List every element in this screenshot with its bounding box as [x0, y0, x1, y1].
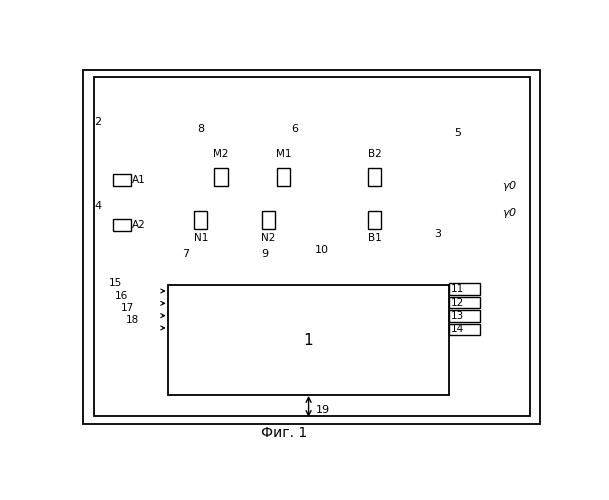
- Text: B2: B2: [368, 150, 381, 160]
- Text: 11: 11: [451, 284, 463, 294]
- Text: 9: 9: [261, 250, 269, 260]
- Bar: [368, 168, 381, 186]
- Text: A1: A1: [132, 174, 146, 184]
- Text: Фиг. 1: Фиг. 1: [261, 426, 307, 440]
- Text: 16: 16: [114, 290, 128, 300]
- Bar: [94, 78, 530, 416]
- Text: 6: 6: [291, 124, 298, 134]
- Text: 19: 19: [315, 406, 330, 415]
- Text: 7: 7: [182, 250, 189, 260]
- Bar: [168, 285, 449, 395]
- Text: 5: 5: [454, 128, 460, 138]
- Text: 13: 13: [451, 311, 463, 321]
- Text: 17: 17: [121, 303, 134, 313]
- Bar: [276, 168, 290, 186]
- Text: $\gamma$0: $\gamma$0: [502, 206, 518, 220]
- Text: B1: B1: [368, 233, 381, 243]
- Text: 15: 15: [109, 278, 122, 288]
- Bar: [368, 211, 381, 230]
- Bar: [449, 310, 480, 322]
- Text: 3: 3: [434, 230, 441, 239]
- Bar: [262, 211, 275, 230]
- Text: M2: M2: [213, 150, 229, 160]
- Bar: [194, 211, 207, 230]
- Bar: [214, 168, 228, 186]
- Text: M1: M1: [275, 150, 291, 160]
- Text: N1: N1: [194, 233, 208, 243]
- Text: N2: N2: [261, 233, 275, 243]
- Bar: [449, 284, 480, 295]
- Text: 18: 18: [126, 316, 139, 326]
- Bar: [449, 297, 480, 308]
- Text: 12: 12: [451, 298, 463, 308]
- Bar: [113, 174, 131, 186]
- Text: A2: A2: [132, 220, 146, 230]
- Text: 2: 2: [94, 116, 101, 126]
- Text: 4: 4: [94, 202, 101, 211]
- Text: $\gamma$0: $\gamma$0: [502, 180, 518, 194]
- Bar: [449, 324, 480, 336]
- Bar: [113, 218, 131, 231]
- Text: 10: 10: [314, 245, 328, 255]
- Text: 8: 8: [198, 124, 205, 134]
- Text: 14: 14: [451, 324, 463, 334]
- Text: 1: 1: [304, 332, 314, 347]
